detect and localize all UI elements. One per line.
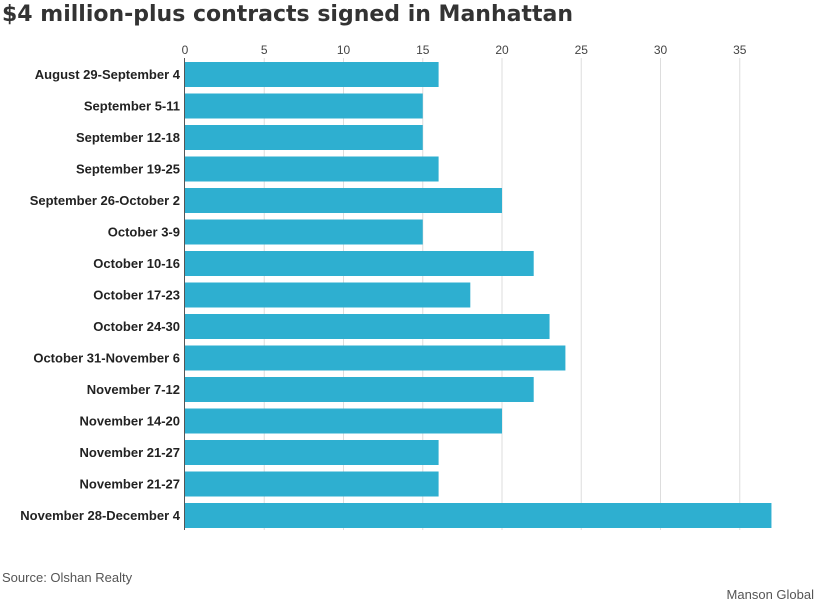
- bar: [185, 125, 423, 150]
- bar: [185, 440, 439, 465]
- x-tick-label: 20: [495, 43, 509, 57]
- bar: [185, 62, 439, 87]
- category-label: October 17-23: [93, 288, 180, 303]
- x-tick-label: 25: [575, 43, 589, 57]
- bar: [185, 345, 566, 371]
- x-tick-label: 5: [261, 43, 268, 57]
- category-labels: August 29-September 4 September 5-11 Septe…: [20, 67, 180, 523]
- bar: [185, 377, 534, 402]
- bar: [185, 408, 502, 434]
- category-label: October 3-9: [108, 225, 180, 240]
- category-label: November 7-12: [87, 382, 180, 397]
- category-label: October 10-16: [93, 256, 180, 271]
- x-tick-label: 30: [654, 43, 668, 57]
- category-label: November 21-27: [80, 477, 180, 492]
- chart-title: $4 million-plus contracts signed in Manh…: [2, 2, 574, 27]
- category-label: October 24-30: [93, 319, 180, 334]
- category-label: August 29-September 4: [35, 67, 181, 82]
- bar: [185, 282, 471, 308]
- bar: [185, 314, 550, 339]
- source-note: Source: Olshan Realty: [2, 570, 133, 585]
- x-tick-labels: 0 5 10 15 20 25 30 35: [182, 43, 747, 57]
- x-tick-label: 35: [733, 43, 747, 57]
- x-tick-label: 10: [337, 43, 351, 57]
- bar: [185, 219, 423, 245]
- x-tick-label: 15: [416, 43, 430, 57]
- category-label: September 12-18: [76, 130, 180, 145]
- bar: [185, 188, 502, 213]
- category-label: November 21-27: [80, 445, 180, 460]
- bar: [185, 251, 534, 276]
- bars: [185, 62, 772, 528]
- bar: [185, 471, 439, 497]
- bar: [185, 503, 772, 528]
- category-label: November 14-20: [80, 414, 180, 429]
- bar-chart: 0 5 10 15 20 25 30 35 August 29-September 4 Sept…: [20, 43, 772, 530]
- bar: [185, 156, 439, 182]
- category-label: September 5-11: [84, 99, 180, 114]
- category-label: November 28-December 4: [20, 508, 180, 523]
- category-label: September 26-October 2: [30, 193, 180, 208]
- bar: [185, 93, 423, 119]
- category-label: October 31-November 6: [33, 351, 180, 366]
- x-tick-label: 0: [182, 43, 189, 57]
- credit-label: Manson Global: [726, 587, 814, 602]
- category-label: September 19-25: [76, 162, 180, 177]
